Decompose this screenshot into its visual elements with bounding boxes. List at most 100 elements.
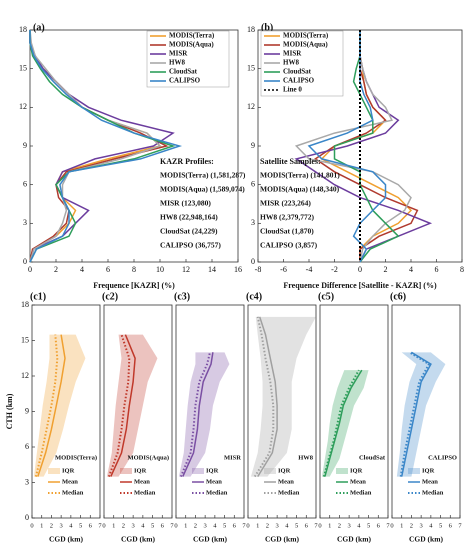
x-tick-label: 4 xyxy=(357,522,361,529)
iqr-band xyxy=(321,370,369,477)
legend-swatch xyxy=(120,468,132,474)
x-tick-label: 2 xyxy=(194,522,197,529)
x-tick-label: 3 xyxy=(60,522,63,529)
panel-label: (c6) xyxy=(390,291,406,302)
median-line xyxy=(253,316,275,478)
panel-name: HW8 xyxy=(298,454,314,461)
x-tick-label: 3 xyxy=(276,522,279,529)
x-tick-label: 7 xyxy=(458,522,462,529)
x-tick-label: 7 xyxy=(98,522,102,529)
x-tick-label: 4 xyxy=(213,522,217,529)
legend-label: HW8 xyxy=(169,59,185,67)
legend-swatch xyxy=(336,468,348,474)
x-tick-label: 8 xyxy=(132,265,136,274)
x-tick-label: 5 xyxy=(295,522,298,529)
y-tick-label: 12 xyxy=(19,102,27,111)
legend-label: MODIS(Aqua) xyxy=(283,41,328,49)
y-tick-label: 15 xyxy=(19,63,27,72)
x-tick-label: 2 xyxy=(384,265,388,274)
x-tick-label: 5 xyxy=(439,522,442,529)
x-tick-label: -8 xyxy=(255,265,262,274)
x-tick-label: 3 xyxy=(348,522,351,529)
profile-line xyxy=(29,30,183,263)
y-tick-label: 12 xyxy=(21,371,29,380)
legend-label: Line 0 xyxy=(283,86,302,94)
panel-name: MISR xyxy=(224,454,241,461)
x-tick-label: 4 xyxy=(429,522,433,529)
legend-label: Mean xyxy=(206,478,222,485)
x-tick-label: 1 xyxy=(184,522,187,529)
legend-label: Mean xyxy=(422,478,438,485)
y-tick-label: 0 xyxy=(251,257,255,266)
iqr-band xyxy=(178,352,230,477)
legend-label: Mean xyxy=(350,478,366,485)
x-tick-label: 4 xyxy=(409,265,413,274)
y-tick-label: 9 xyxy=(251,141,255,150)
legend-label: MODIS(Terra) xyxy=(283,32,329,40)
legend-swatch xyxy=(264,468,276,474)
y-tick-label: 9 xyxy=(23,141,27,150)
x-tick-label: 6 xyxy=(106,265,110,274)
x-tick-label: 1 xyxy=(400,522,403,529)
y-tick-label: 6 xyxy=(23,179,27,188)
y-tick-label: 18 xyxy=(247,25,255,34)
legend-label: Median xyxy=(422,489,444,496)
y-tick-label: 3 xyxy=(251,218,255,227)
median-line xyxy=(107,334,131,477)
x-tick-label: 3 xyxy=(420,522,423,529)
y-tick-label: 18 xyxy=(19,25,27,34)
legend-label: MISR xyxy=(169,50,188,58)
y-tick-label: 3 xyxy=(23,218,27,227)
y-tick-label: 12 xyxy=(247,102,255,111)
legend-label: CALIPSO xyxy=(283,77,315,85)
x-tick-label: 7 xyxy=(314,522,318,529)
mean-line xyxy=(257,316,278,477)
profile-line xyxy=(29,29,162,263)
annotation: CALIPSO (3,857) xyxy=(260,241,318,250)
x-tick-label: 2 xyxy=(338,522,341,529)
panel-name: MODIS(Aqua) xyxy=(127,454,169,461)
x-tick-label: 7 xyxy=(170,522,174,529)
x-tick-label: 3 xyxy=(132,522,135,529)
x-tick-label: 10 xyxy=(156,265,164,274)
profile-line xyxy=(29,30,169,263)
x-tick-label: -6 xyxy=(280,265,287,274)
legend-label: IQR xyxy=(134,467,147,474)
plot-frame xyxy=(103,304,173,519)
legend-label: Mean xyxy=(278,478,294,485)
legend-label: CloudSat xyxy=(283,68,312,76)
x-tick-label: 6 xyxy=(435,265,439,274)
x-tick-label: 7 xyxy=(386,522,390,529)
legend-label: Median xyxy=(62,489,84,496)
legend-label: CloudSat xyxy=(169,68,198,76)
legend-label: Median xyxy=(134,489,156,496)
annotation: MODIS(Aqua) (148,340) xyxy=(260,185,340,194)
x-tick-label: 5 xyxy=(151,522,154,529)
legend-swatch xyxy=(192,468,204,474)
legend-box xyxy=(146,30,230,88)
x-axis-label: Frequence [KAZR] (%) xyxy=(93,281,175,290)
x-tick-label: 2 xyxy=(410,522,413,529)
panel-label: (a) xyxy=(33,22,45,33)
y-tick-label: 6 xyxy=(251,179,255,188)
legend-label: MODIS(Aqua) xyxy=(169,41,214,49)
legend-label: Median xyxy=(278,489,300,496)
legend-label: CALIPSO xyxy=(169,77,201,85)
mean-line xyxy=(400,351,432,477)
median-line xyxy=(34,334,59,477)
x-tick-label: 2 xyxy=(266,522,269,529)
annotation: CloudSat (1,870) xyxy=(260,227,314,236)
annotation-title: Satellite Samples: xyxy=(260,157,321,166)
x-tick-label: 12 xyxy=(182,265,190,274)
y-tick-label: 15 xyxy=(247,63,255,72)
iqr-band xyxy=(106,334,158,477)
annotation: MODIS(Terra) (1,581,287) xyxy=(160,171,246,180)
x-tick-label: 2 xyxy=(54,265,58,274)
x-tick-label: 1 xyxy=(328,522,331,529)
legend-swatch xyxy=(48,468,60,474)
x-tick-label: 6 xyxy=(233,522,237,529)
x-tick-label: 16 xyxy=(234,265,242,274)
legend-label: IQR xyxy=(206,467,219,474)
x-tick-label: 5 xyxy=(79,522,82,529)
x-axis-label: CGD (km) xyxy=(409,535,443,544)
